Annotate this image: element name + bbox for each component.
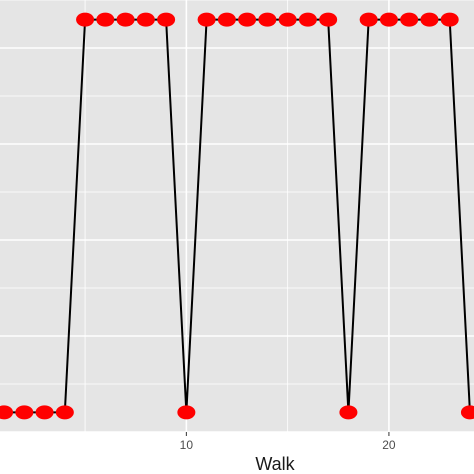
- data-point: [420, 12, 439, 27]
- data-point: [440, 12, 459, 27]
- data-point: [217, 12, 236, 27]
- data-point: [0, 405, 14, 420]
- x-axis-title: Walk: [255, 454, 295, 474]
- data-point: [55, 405, 74, 420]
- data-point: [35, 405, 54, 420]
- data-point: [136, 12, 155, 27]
- data-point: [400, 12, 419, 27]
- data-point: [339, 405, 358, 420]
- data-point: [460, 405, 474, 420]
- data-point: [96, 12, 115, 27]
- data-point: [278, 12, 297, 27]
- grid: [0, 0, 474, 433]
- data-point: [379, 12, 398, 27]
- series-group: [0, 12, 474, 420]
- data-point: [15, 405, 34, 420]
- data-point: [76, 12, 95, 27]
- plot-panel: [0, 0, 474, 432]
- data-point: [298, 12, 317, 27]
- data-point: [177, 405, 196, 420]
- x-tick-label: 20: [382, 438, 396, 452]
- data-point: [157, 12, 176, 27]
- x-tick-label: 10: [180, 438, 194, 452]
- x-axis-ticks: 10 20: [180, 432, 396, 452]
- data-point: [258, 12, 277, 27]
- data-point: [197, 12, 216, 27]
- data-point: [116, 12, 135, 27]
- data-point: [238, 12, 257, 27]
- data-point: [359, 12, 378, 27]
- data-point: [319, 12, 338, 27]
